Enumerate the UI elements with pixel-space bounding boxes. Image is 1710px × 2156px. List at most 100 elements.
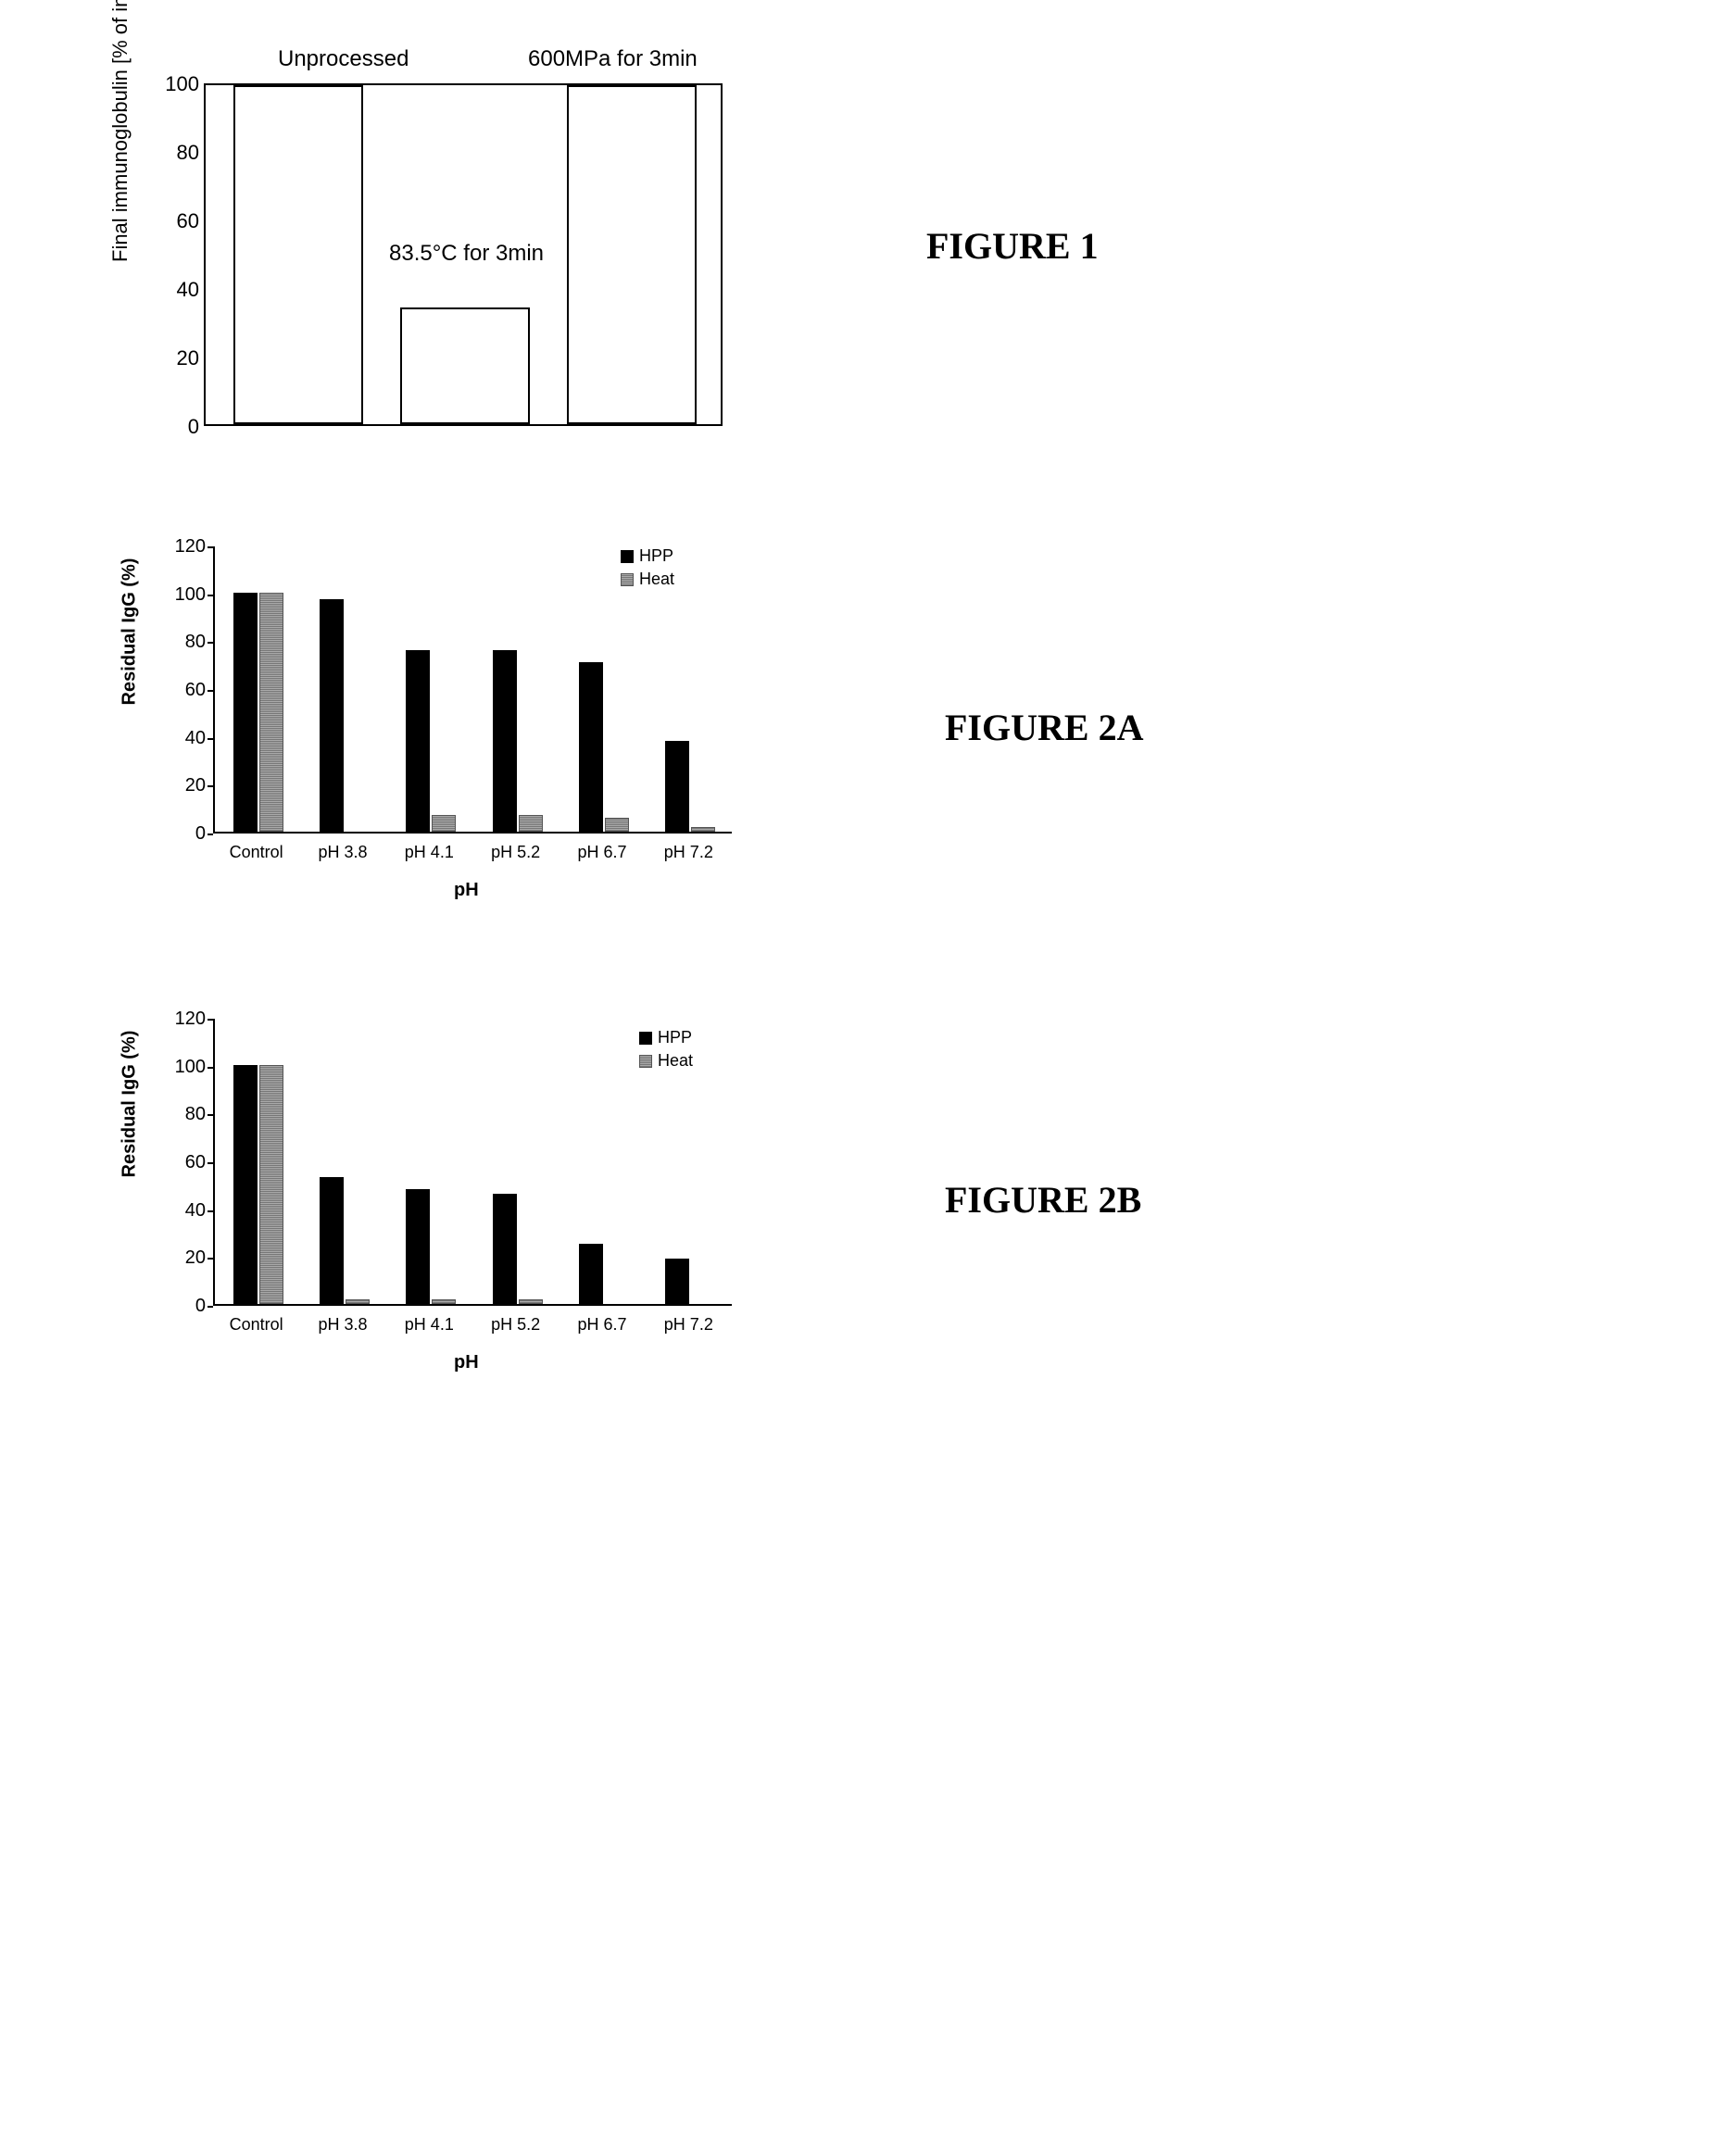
x-tick: pH 7.2 [651,1315,725,1335]
bar-hpp [493,1194,517,1304]
y-tick-mark [207,690,213,692]
x-tick: pH 4.1 [392,843,466,862]
legend-label: Heat [658,1051,693,1070]
y-tick: 80 [169,1104,206,1125]
y-axis-label: Residual IgG (%) [119,1031,141,1178]
x-tick: pH 3.8 [306,1315,380,1335]
legend-label: Heat [639,570,674,588]
y-tick-mark [207,834,213,835]
y-tick: 0 [162,415,199,439]
x-tick: pH 7.2 [651,843,725,862]
bar-heat [400,307,530,424]
figure-2b-row: Residual IgG (%) pH HPP Heat 0 20 40 60 80 10… [37,1000,1673,1398]
bar-hpp [665,741,689,832]
y-tick: 20 [169,775,206,796]
bar-hpp [233,1065,258,1304]
bar-hpp [579,1244,603,1304]
y-tick-mark [207,546,213,548]
bar-heat [432,1299,456,1304]
y-tick: 20 [162,346,199,370]
y-tick-mark [207,595,213,596]
figure-2a-chart: Residual IgG (%) pH HPP Heat 0 20 40 60 80 10… [111,528,778,926]
bar-hpp [665,1259,689,1304]
legend-swatch-hpp [621,550,634,563]
y-tick: 120 [169,536,206,558]
x-tick: pH 5.2 [479,1315,553,1335]
plot-area [213,546,732,834]
y-tick: 0 [169,823,206,845]
bar-heat [259,593,283,832]
y-tick-mark [207,738,213,740]
y-tick: 0 [169,1296,206,1317]
legend-swatch-hpp [639,1032,652,1045]
figure-2b-label: FIGURE 2B [945,1178,1141,1222]
bar-heat [346,1299,370,1304]
bar-heat [259,1065,283,1304]
bar-hpp [320,1177,344,1304]
legend-hpp: HPP [621,546,673,566]
y-tick-mark [207,1258,213,1260]
bar-hpp [567,85,697,424]
legend-heat: Heat [621,570,674,589]
figure-1-row: Final immunoglobulin [% of initial] 0 20… [37,37,1673,454]
y-tick-mark [207,1019,213,1021]
y-tick: 40 [169,728,206,749]
y-tick: 40 [162,278,199,302]
y-tick: 60 [169,1152,206,1173]
bar-heat [605,818,629,833]
legend-swatch-heat [639,1055,652,1068]
bar-hpp [406,1189,430,1304]
x-tick: pH 6.7 [565,843,639,862]
bar-heat [432,815,456,832]
bar-unprocessed [233,85,363,424]
bar-hpp [320,599,344,832]
y-tick-mark [207,642,213,644]
y-tick: 60 [169,680,206,701]
figure-1-chart: Final immunoglobulin [% of initial] 0 20… [111,37,760,454]
bar-hpp [406,650,430,832]
figure-2b-chart: Residual IgG (%) pH HPP Heat 0 20 40 60 80 10… [111,1000,778,1398]
y-tick: 100 [169,1057,206,1078]
y-tick-mark [207,785,213,787]
bar-hpp [579,662,603,832]
legend-swatch-heat [621,573,634,586]
x-tick: pH 5.2 [479,843,553,862]
y-tick: 80 [169,632,206,653]
y-tick-mark [207,1114,213,1116]
bar-hpp [493,650,517,832]
bar-heat [519,1299,543,1304]
x-tick: Control [220,843,294,862]
bar-heat [691,827,715,832]
legend-label: HPP [639,546,673,565]
figure-1-label: FIGURE 1 [926,224,1099,268]
y-tick: 120 [169,1009,206,1030]
y-tick-mark [207,1067,213,1069]
legend-hpp: HPP [639,1028,692,1047]
y-tick: 80 [162,141,199,165]
legend-label: HPP [658,1028,692,1047]
y-tick: 20 [169,1247,206,1269]
y-axis-label: Residual IgG (%) [119,558,141,706]
x-tick: pH 6.7 [565,1315,639,1335]
annotation-unprocessed: Unprocessed [278,46,409,72]
y-tick: 60 [162,209,199,233]
bar-heat [519,815,543,832]
bar-hpp [233,593,258,832]
y-tick-mark [207,1306,213,1308]
figure-2a-label: FIGURE 2A [945,706,1143,749]
legend-heat: Heat [639,1051,693,1071]
x-axis-label: pH [454,1352,479,1373]
y-tick: 100 [162,72,199,96]
annotation-heat: 83.5°C for 3min [389,241,544,267]
y-tick-mark [207,1162,213,1164]
y-tick: 100 [169,584,206,606]
x-axis-label: pH [454,880,479,901]
x-tick: pH 3.8 [306,843,380,862]
y-tick-mark [207,1210,213,1212]
x-tick: Control [220,1315,294,1335]
annotation-hpp: 600MPa for 3min [528,46,698,72]
y-tick: 40 [169,1200,206,1222]
figure-2a-row: Residual IgG (%) pH HPP Heat 0 20 40 60 80 10… [37,528,1673,926]
y-axis-label: Final immunoglobulin [% of initial] [108,0,132,262]
x-tick: pH 4.1 [392,1315,466,1335]
